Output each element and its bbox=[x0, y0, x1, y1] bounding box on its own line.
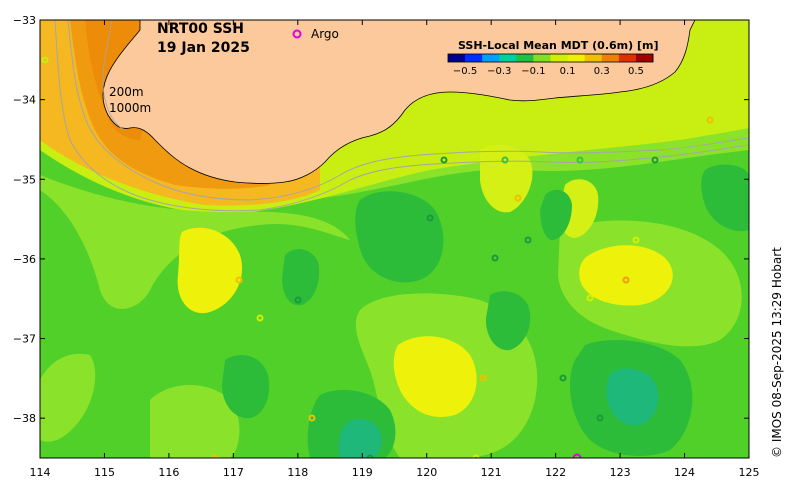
credit-text: © IMOS 08-Sep-2025 13:29 Hobart bbox=[770, 247, 784, 458]
latitude-tick-label: −33 bbox=[13, 14, 36, 27]
isobath-label-200m: 200m bbox=[109, 85, 144, 99]
argo-legend-label: Argo bbox=[311, 27, 339, 41]
legend-color-swatch bbox=[618, 54, 637, 62]
legend-tick-label: 0.3 bbox=[594, 66, 610, 77]
legend-tick-label: −0.3 bbox=[487, 66, 511, 77]
longitude-tick-label: 125 bbox=[739, 466, 760, 479]
longitude-tick-label: 121 bbox=[481, 466, 502, 479]
legend-tick-label: 0.5 bbox=[628, 66, 644, 77]
ssh-contour-darkgreen-c bbox=[485, 291, 531, 351]
drifter-marker bbox=[524, 236, 532, 244]
drifter-marker bbox=[651, 156, 659, 164]
argo-float-marker[interactable] bbox=[572, 453, 582, 462]
longitude-tick-label: 118 bbox=[287, 466, 308, 479]
longitude-tick-label: 115 bbox=[94, 466, 115, 479]
ssh-contour-lightgreen-w bbox=[40, 353, 96, 442]
argo-legend-icon bbox=[292, 29, 302, 39]
ssh-contour-yellow-eddy-a bbox=[177, 227, 243, 314]
drifter-marker bbox=[308, 414, 316, 422]
longitude-tick-label: 119 bbox=[352, 466, 373, 479]
ssh-contour-yellow-eddy-c bbox=[579, 245, 673, 306]
drifter-marker bbox=[734, 176, 742, 184]
legend-color-swatch bbox=[482, 54, 500, 62]
latitude-tick-label: −35 bbox=[13, 173, 36, 186]
latitude-axis: −33 −34 −35 −36 −37 −38 bbox=[13, 14, 36, 425]
legend-colorbar bbox=[447, 53, 654, 63]
longitude-tick-label: 122 bbox=[545, 466, 566, 479]
legend-tick-label: −0.5 bbox=[453, 66, 477, 77]
latitude-tick-label: −38 bbox=[13, 412, 36, 425]
map-title-line1: NRT00 SSH bbox=[157, 21, 244, 37]
ssh-contour-yellow-eddy-e bbox=[559, 179, 599, 238]
legend-colorbar-frame bbox=[447, 53, 654, 63]
legend-color-swatch bbox=[448, 54, 466, 62]
longitude-tick-label: 120 bbox=[416, 466, 437, 479]
drifter-marker bbox=[211, 454, 219, 458]
legend-color-swatch bbox=[533, 54, 551, 62]
drifter-marker bbox=[294, 296, 302, 304]
drifter-marker bbox=[596, 414, 604, 422]
legend-color-swatch bbox=[567, 54, 586, 62]
legend-color-swatch bbox=[584, 54, 603, 62]
drifter-marker bbox=[514, 194, 522, 202]
ssh-contour-darkgreen-b bbox=[282, 249, 320, 306]
drifter-marker bbox=[472, 454, 480, 458]
ssh-contour-darkgreen-e bbox=[222, 355, 270, 419]
longitude-axis: 114 115 116 117 118 119 120 121 122 123 124 125 bbox=[30, 466, 760, 479]
longitude-tick-label: 114 bbox=[30, 466, 51, 479]
legend-title: SSH-Local Mean MDT (0.6m) [m] bbox=[458, 39, 658, 52]
ssh-contour-teal-a bbox=[338, 419, 382, 458]
drifter-marker bbox=[501, 156, 509, 164]
drifter-marker bbox=[586, 294, 594, 302]
drifter-marker bbox=[366, 454, 374, 458]
ssh-contour-teal-b bbox=[606, 368, 659, 426]
legend-tick-label: −0.1 bbox=[521, 66, 545, 77]
axis-ticks bbox=[39, 19, 750, 458]
ssh-contour-darkgreen-h bbox=[540, 189, 572, 240]
legend-tick-label: 0.1 bbox=[560, 66, 576, 77]
drifter-marker bbox=[576, 156, 584, 164]
ssh-contour-yellow-eddy-b bbox=[393, 336, 477, 418]
legend-color-swatch bbox=[601, 54, 620, 62]
sea-surface-height-field bbox=[40, 20, 749, 462]
legend-color-swatch bbox=[635, 54, 654, 62]
drifter-marker bbox=[235, 276, 243, 284]
drifter-marker bbox=[256, 314, 264, 322]
legend-color-swatch bbox=[516, 54, 534, 62]
ssh-contour-lightgreen-sw bbox=[150, 385, 240, 458]
ssh-contour-darkgreen-d bbox=[701, 164, 749, 232]
drifter-marker bbox=[491, 254, 499, 262]
plot-frame bbox=[39, 19, 750, 459]
legend-color-swatch bbox=[550, 54, 569, 62]
latitude-tick-label: −36 bbox=[13, 253, 36, 266]
latitude-tick-label: −37 bbox=[13, 333, 36, 346]
latitude-tick-label: −34 bbox=[13, 94, 36, 107]
drifter-marker bbox=[632, 236, 640, 244]
isobath-200m-inner bbox=[102, 20, 126, 131]
drifter-marker bbox=[41, 56, 49, 64]
legend-color-swatch bbox=[499, 54, 517, 62]
ssh-contour-darkgreen-a bbox=[355, 191, 444, 283]
legend-ticks: −0.5 −0.3 −0.1 0.1 0.3 0.5 bbox=[453, 66, 644, 77]
drifter-marker bbox=[426, 214, 434, 222]
longitude-tick-label: 124 bbox=[674, 466, 695, 479]
longitude-tick-label: 123 bbox=[610, 466, 631, 479]
isobath-label-1000m: 1000m bbox=[109, 101, 151, 115]
isobath-1000m bbox=[54, 20, 749, 212]
longitude-tick-label: 116 bbox=[158, 466, 179, 479]
longitude-tick-label: 117 bbox=[223, 466, 244, 479]
drifter-marker bbox=[559, 374, 567, 382]
argo-floats bbox=[41, 56, 742, 462]
drifter-marker bbox=[706, 116, 714, 124]
drifter-marker bbox=[440, 156, 448, 164]
drifter-marker bbox=[622, 276, 630, 284]
map-title-line2: 19 Jan 2025 bbox=[157, 40, 250, 56]
color-legend: SSH-Local Mean MDT (0.6m) [m] −0.5 −0.3 −0… bbox=[447, 39, 658, 77]
legend-color-swatch bbox=[465, 54, 483, 62]
isobath-200m bbox=[67, 20, 749, 201]
drifter-marker bbox=[479, 374, 487, 382]
